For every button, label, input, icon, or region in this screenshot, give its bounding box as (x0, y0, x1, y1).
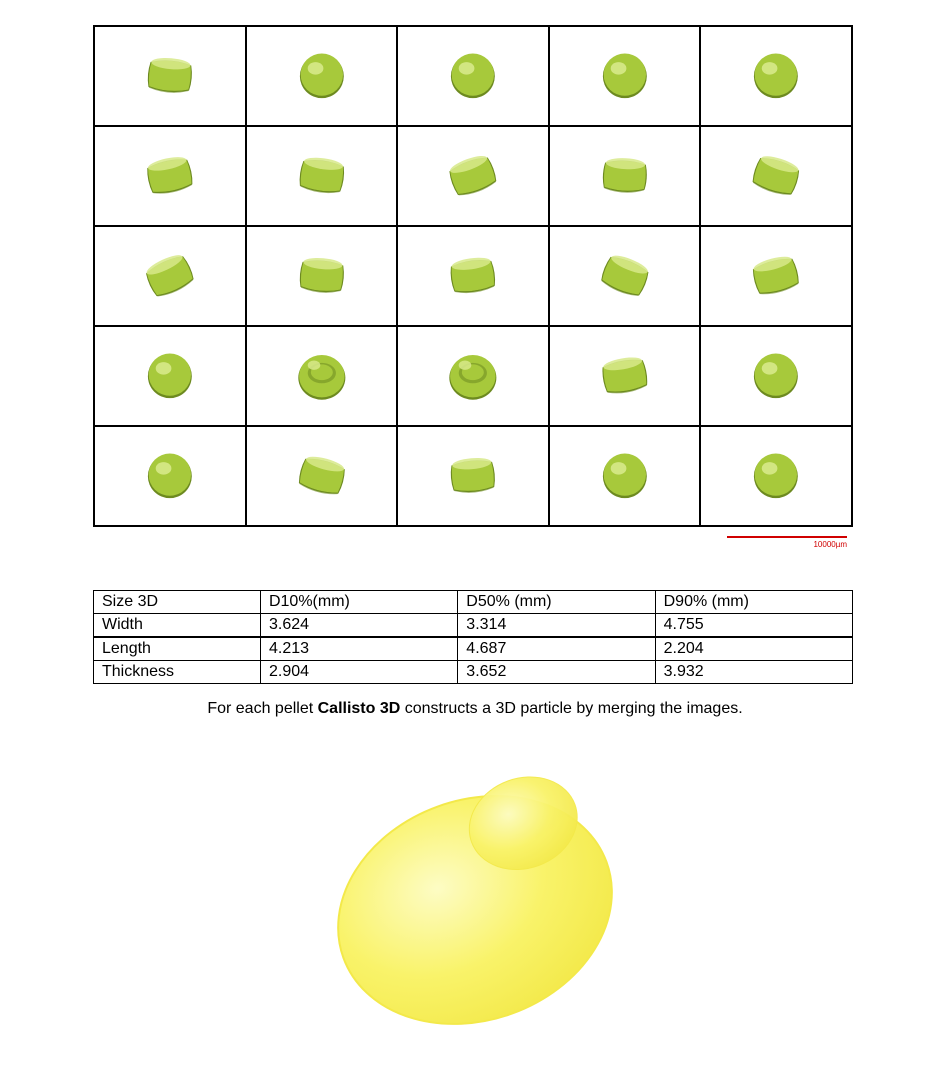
pellet-cell (246, 326, 398, 426)
page: 10000µm Size 3DD10%(mm)D50% (mm)D90% (mm… (0, 0, 950, 1078)
pellet-cell (549, 226, 701, 326)
table-cell: 4.213 (260, 637, 457, 661)
pellet-cell (94, 326, 246, 426)
pellet-cell (397, 26, 549, 126)
table-cell: 3.652 (458, 661, 655, 684)
pellet-cell (94, 126, 246, 226)
table-cell: Length (94, 637, 261, 661)
pellet-cell (94, 26, 246, 126)
table-header-cell: D10%(mm) (260, 591, 457, 614)
pellet-cell (700, 326, 852, 426)
pellet-cell (700, 26, 852, 126)
pellet-cell (397, 426, 549, 526)
table-header-cell: D90% (mm) (655, 591, 852, 614)
pellet-cell (700, 126, 852, 226)
data-table-wrap: Size 3DD10%(mm)D50% (mm)D90% (mm)Width3.… (93, 590, 853, 684)
table-cell: 2.904 (260, 661, 457, 684)
pellet-cell (549, 326, 701, 426)
merged-particle (275, 740, 675, 1060)
scale-bar-label: 10000µm (727, 540, 847, 549)
pellet-cell (549, 426, 701, 526)
pellet-cell (549, 26, 701, 126)
pellet-cell (700, 226, 852, 326)
pellet-cell (700, 426, 852, 526)
table-row: Length4.2134.6872.204 (94, 637, 853, 661)
data-table: Size 3DD10%(mm)D50% (mm)D90% (mm)Width3.… (93, 590, 853, 684)
pellet-cell (94, 426, 246, 526)
caption: For each pellet Callisto 3D constructs a… (0, 700, 950, 718)
scale-bar: 10000µm (727, 536, 847, 549)
scale-bar-line (727, 536, 847, 538)
pellet-grid-wrap: 10000µm (93, 25, 853, 527)
table-cell: Width (94, 614, 261, 638)
pellet-cell (397, 326, 549, 426)
caption-prefix: For each pellet (207, 700, 317, 717)
pellet-cell (94, 226, 246, 326)
table-cell: 3.624 (260, 614, 457, 638)
table-row: Width3.6243.3144.755 (94, 614, 853, 638)
table-cell: 4.755 (655, 614, 852, 638)
pellet-cell (246, 226, 398, 326)
pellet-cell (246, 26, 398, 126)
pellet-cell (397, 226, 549, 326)
table-header-cell: D50% (mm) (458, 591, 655, 614)
table-row: Size 3DD10%(mm)D50% (mm)D90% (mm) (94, 591, 853, 614)
caption-suffix: constructs a 3D particle by merging the … (400, 700, 742, 717)
pellet-cell (549, 126, 701, 226)
table-cell: 3.314 (458, 614, 655, 638)
pellet-cell (246, 126, 398, 226)
table-header-cell: Size 3D (94, 591, 261, 614)
pellet-cell (397, 126, 549, 226)
table-cell: Thickness (94, 661, 261, 684)
table-row: Thickness2.9043.6523.932 (94, 661, 853, 684)
pellet-grid (93, 25, 853, 527)
table-cell: 3.932 (655, 661, 852, 684)
caption-bold: Callisto 3D (318, 700, 401, 717)
table-cell: 2.204 (655, 637, 852, 661)
table-cell: 4.687 (458, 637, 655, 661)
pellet-cell (246, 426, 398, 526)
